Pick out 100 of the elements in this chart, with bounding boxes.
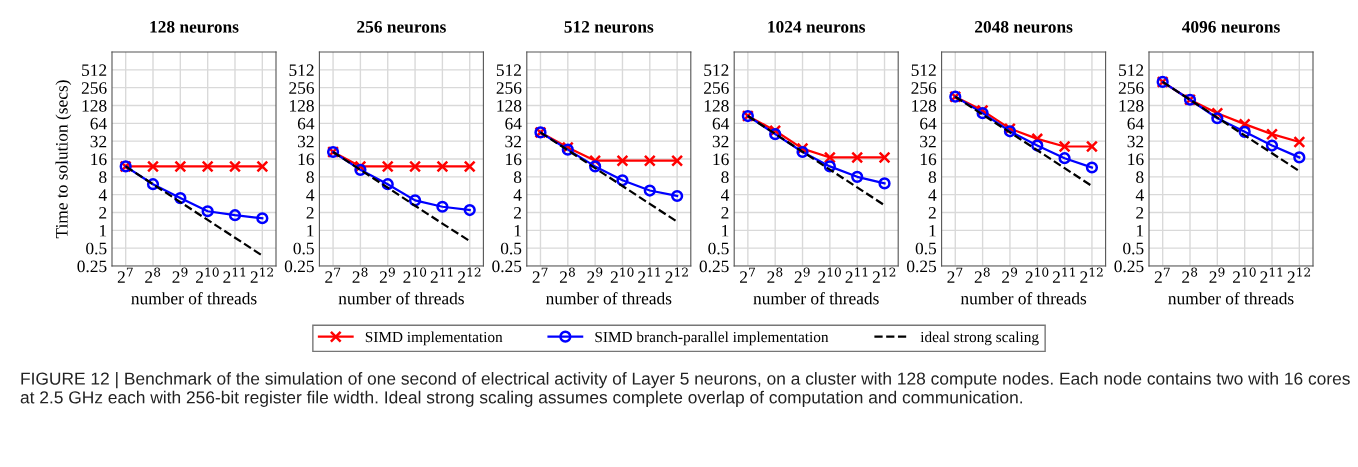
legend-label: SIMD branch-parallel implementation bbox=[595, 331, 829, 346]
x-tick-label: 2$^{12}$ bbox=[665, 267, 688, 283]
y-tick-label: 2 bbox=[99, 207, 107, 219]
point bbox=[436, 200, 449, 213]
point bbox=[643, 184, 656, 197]
y-tick-label: 128 bbox=[290, 99, 314, 112]
y-tick-label: 16 bbox=[1128, 153, 1144, 166]
point bbox=[1058, 152, 1071, 165]
y-tick-label: 16 bbox=[506, 153, 522, 166]
x-tick-label: 2$^{8}$ bbox=[1182, 267, 1198, 283]
chart-title: 2048 neurons bbox=[975, 21, 1073, 33]
point bbox=[463, 160, 476, 173]
point bbox=[851, 170, 864, 183]
chart-title: 4096 neurons bbox=[1181, 21, 1280, 33]
point bbox=[878, 177, 891, 190]
y-tick-label: 512 bbox=[911, 64, 936, 77]
point bbox=[463, 203, 476, 217]
point bbox=[823, 160, 836, 173]
y-tick-label: 4 bbox=[1135, 189, 1144, 201]
x-tick-label: 2$^{8}$ bbox=[974, 267, 990, 283]
y-tick-label: 32 bbox=[712, 135, 729, 148]
y-tick-label: 256 bbox=[289, 82, 315, 94]
x-tick-label: 2$^{7}$ bbox=[947, 267, 963, 283]
x-tick-label: 2$^{7}$ bbox=[740, 267, 755, 283]
point bbox=[381, 160, 394, 173]
chart-title: 256 neurons bbox=[357, 21, 446, 33]
y-tick-label: 32 bbox=[1127, 135, 1144, 148]
y-tick-label: 8 bbox=[306, 171, 314, 184]
x-tick-label: 2$^{10}$ bbox=[403, 267, 427, 283]
y-tick-label: 64 bbox=[712, 117, 730, 130]
x-tick-label: 2$^{11}$ bbox=[845, 267, 868, 283]
x-tick-label: 2$^{11}$ bbox=[430, 267, 453, 283]
y-tick-label: 1 bbox=[514, 224, 521, 237]
x-tick-label: 2$^{9}$ bbox=[794, 267, 810, 283]
y-tick-label: 2 bbox=[1136, 207, 1144, 219]
point bbox=[228, 209, 242, 222]
x-tick-label: 2$^{11}$ bbox=[1052, 267, 1075, 283]
x-tick-label: 2$^{9}$ bbox=[172, 267, 188, 283]
point bbox=[201, 160, 214, 173]
y-tick-label: 32 bbox=[298, 135, 314, 148]
y-tick-label: 4 bbox=[513, 189, 522, 201]
legend-label: ideal strong scaling bbox=[920, 331, 1039, 346]
point bbox=[643, 154, 656, 167]
y-tick-label: 0.5 bbox=[1123, 242, 1144, 255]
x-tick-label: 2$^{12}$ bbox=[250, 267, 274, 283]
y-tick-label: 0.25 bbox=[284, 260, 314, 273]
x-tick-label: 2$^{11}$ bbox=[223, 267, 246, 283]
x-tick-label: 2$^{8}$ bbox=[767, 267, 783, 283]
x-tick-label: 2$^{12}$ bbox=[872, 267, 896, 283]
y-tick-label: 1 bbox=[722, 224, 729, 237]
y-tick-label: 128 bbox=[1119, 99, 1144, 112]
x-tick-label: 2$^{7}$ bbox=[532, 267, 548, 283]
x-tick-label: 2$^{12}$ bbox=[458, 267, 481, 283]
y-tick-label: 256 bbox=[704, 82, 729, 94]
legend-label: SIMD implementation bbox=[365, 331, 503, 346]
x-tick-label: 2$^{7}$ bbox=[1154, 267, 1170, 283]
y-tick-label: 64 bbox=[505, 117, 522, 130]
caption: FIGURE 12 | Benchmark of the simulation of one second of electrical activity of Layer 5 neurons, on a cluster with 128 compute nodes. Each node contains two with 16 cores at 2.5 GHz each with 256-bit register file width. Ideal strong scaling assumes complete overlap of computation and communication. bbox=[20, 372, 1350, 407]
x-tick-label: 2$^{10}$ bbox=[1233, 267, 1256, 283]
x-tick-label: 2$^{10}$ bbox=[818, 267, 841, 283]
point bbox=[1085, 140, 1099, 153]
x-tick-label: 2$^{12}$ bbox=[1080, 267, 1103, 283]
y-tick-label: 512 bbox=[1119, 64, 1144, 77]
point bbox=[589, 160, 602, 173]
point bbox=[1265, 139, 1279, 152]
x-axis-title: number of threads bbox=[960, 291, 1087, 305]
x-tick-label: 2$^{9}$ bbox=[587, 267, 603, 283]
y-tick-label: 8 bbox=[513, 171, 522, 184]
x-tick-label: 2$^{10}$ bbox=[1025, 267, 1049, 283]
x-tick-label: 2$^{12}$ bbox=[1287, 267, 1311, 283]
y-tick-label: 128 bbox=[704, 99, 729, 112]
y-tick-label: 512 bbox=[82, 64, 107, 77]
y-tick-label: 0.25 bbox=[907, 260, 937, 273]
y-axis-title: Time to solution (secs) bbox=[55, 80, 72, 239]
point bbox=[1293, 151, 1306, 164]
y-tick-label: 8 bbox=[99, 171, 107, 184]
y-tick-label: 512 bbox=[704, 64, 729, 77]
y-tick-label: 8 bbox=[721, 171, 729, 184]
y-tick-label: 64 bbox=[90, 117, 107, 130]
point bbox=[616, 154, 629, 167]
y-tick-label: 64 bbox=[1127, 117, 1144, 130]
y-tick-label: 0.5 bbox=[500, 242, 522, 255]
y-tick-label: 512 bbox=[289, 64, 314, 77]
point bbox=[256, 160, 269, 173]
x-tick-label: 2$^{7}$ bbox=[117, 267, 133, 283]
x-tick-label: 2$^{8}$ bbox=[559, 267, 575, 283]
x-tick-label: 2$^{10}$ bbox=[610, 267, 634, 283]
y-tick-label: 1 bbox=[929, 224, 936, 237]
x-tick-label: 2$^{9}$ bbox=[379, 267, 395, 283]
point bbox=[1058, 140, 1071, 153]
y-tick-label: 16 bbox=[713, 153, 729, 166]
point bbox=[146, 160, 160, 173]
x-axis-title: number of threads bbox=[546, 291, 672, 305]
x-tick-label: 2$^{9}$ bbox=[1209, 267, 1225, 283]
point bbox=[436, 160, 449, 173]
y-tick-label: 1 bbox=[307, 224, 314, 237]
x-axis-title: number of threads bbox=[131, 291, 257, 305]
x-tick-label: 2$^{10}$ bbox=[196, 267, 219, 283]
y-tick-label: 0.25 bbox=[77, 260, 107, 273]
y-tick-label: 16 bbox=[920, 153, 937, 166]
